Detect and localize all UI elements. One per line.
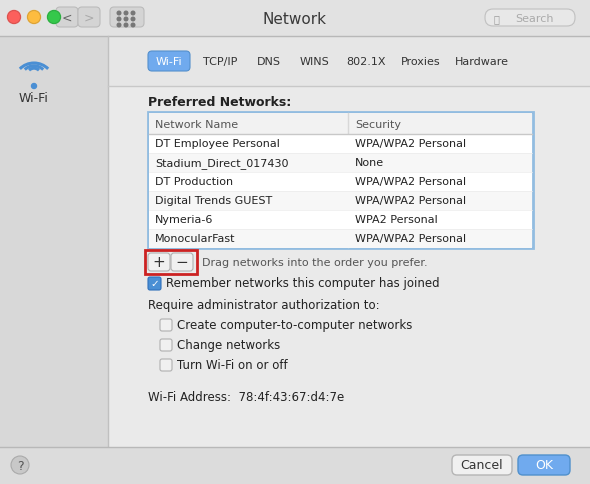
Text: TCP/IP: TCP/IP bbox=[203, 57, 237, 67]
Bar bbox=[0, 0, 590, 37]
FancyBboxPatch shape bbox=[518, 455, 570, 475]
Text: MonocularFast: MonocularFast bbox=[155, 234, 235, 244]
Circle shape bbox=[131, 12, 135, 16]
Text: 802.1X: 802.1X bbox=[346, 57, 386, 67]
Text: WPA/WPA2 Personal: WPA/WPA2 Personal bbox=[355, 196, 466, 206]
Text: Require administrator authorization to:: Require administrator authorization to: bbox=[148, 299, 379, 312]
Bar bbox=[0, 447, 590, 484]
Bar bbox=[108, 37, 590, 87]
Circle shape bbox=[11, 456, 29, 474]
Text: WPA/WPA2 Personal: WPA/WPA2 Personal bbox=[355, 234, 466, 244]
Bar bbox=[149, 229, 532, 248]
FancyBboxPatch shape bbox=[56, 8, 78, 28]
Text: Network Name: Network Name bbox=[155, 120, 238, 130]
Text: None: None bbox=[355, 158, 384, 168]
Text: 🔍: 🔍 bbox=[493, 14, 499, 24]
Text: Digital Trends GUEST: Digital Trends GUEST bbox=[155, 196, 272, 206]
Circle shape bbox=[117, 18, 121, 22]
Text: Remember networks this computer has joined: Remember networks this computer has join… bbox=[166, 277, 440, 290]
Text: Create computer-to-computer networks: Create computer-to-computer networks bbox=[177, 319, 412, 332]
Text: Proxies: Proxies bbox=[401, 57, 441, 67]
Text: Wi-Fi: Wi-Fi bbox=[19, 91, 49, 104]
Text: Cancel: Cancel bbox=[461, 458, 503, 471]
Circle shape bbox=[124, 24, 128, 28]
Bar bbox=[149, 173, 532, 192]
Circle shape bbox=[117, 12, 121, 16]
Text: WPA/WPA2 Personal: WPA/WPA2 Personal bbox=[355, 177, 466, 187]
Circle shape bbox=[48, 12, 61, 25]
FancyBboxPatch shape bbox=[485, 10, 575, 27]
Text: Drag networks into the order you prefer.: Drag networks into the order you prefer. bbox=[202, 257, 428, 268]
Text: −: − bbox=[176, 255, 188, 270]
Text: Hardware: Hardware bbox=[455, 57, 509, 67]
FancyBboxPatch shape bbox=[110, 8, 144, 28]
Text: Stadium_Direct_017430: Stadium_Direct_017430 bbox=[155, 158, 289, 168]
Bar bbox=[149, 211, 532, 229]
Circle shape bbox=[124, 18, 128, 22]
Text: <: < bbox=[62, 12, 72, 25]
Text: DT Employee Personal: DT Employee Personal bbox=[155, 139, 280, 149]
Bar bbox=[149, 192, 532, 211]
Circle shape bbox=[131, 24, 135, 28]
FancyBboxPatch shape bbox=[160, 359, 172, 371]
Text: OK: OK bbox=[535, 458, 553, 471]
Text: Security: Security bbox=[355, 120, 401, 130]
Circle shape bbox=[124, 12, 128, 16]
Text: Search: Search bbox=[514, 14, 553, 24]
Bar bbox=[149, 135, 532, 154]
FancyBboxPatch shape bbox=[148, 277, 161, 290]
FancyBboxPatch shape bbox=[148, 254, 170, 272]
Bar bbox=[0, 37, 108, 447]
Text: Turn Wi-Fi on or off: Turn Wi-Fi on or off bbox=[177, 359, 288, 372]
Text: Preferred Networks:: Preferred Networks: bbox=[148, 95, 291, 108]
Bar bbox=[148, 113, 533, 248]
Text: WPA2 Personal: WPA2 Personal bbox=[355, 215, 438, 225]
Circle shape bbox=[8, 12, 21, 25]
Text: Nymeria-6: Nymeria-6 bbox=[155, 215, 214, 225]
Text: Wi-Fi: Wi-Fi bbox=[156, 57, 182, 67]
Circle shape bbox=[131, 18, 135, 22]
FancyBboxPatch shape bbox=[78, 8, 100, 28]
FancyBboxPatch shape bbox=[160, 339, 172, 351]
FancyBboxPatch shape bbox=[171, 254, 193, 272]
Text: Wi-Fi Address:  78:4f:43:67:d4:7e: Wi-Fi Address: 78:4f:43:67:d4:7e bbox=[148, 391, 344, 404]
Circle shape bbox=[31, 84, 37, 90]
Circle shape bbox=[28, 12, 41, 25]
Circle shape bbox=[117, 24, 121, 28]
Bar bbox=[149, 154, 532, 173]
Text: DT Production: DT Production bbox=[155, 177, 233, 187]
FancyBboxPatch shape bbox=[160, 319, 172, 332]
Text: Change networks: Change networks bbox=[177, 339, 280, 352]
Text: WINS: WINS bbox=[300, 57, 329, 67]
Text: ✓: ✓ bbox=[150, 279, 159, 289]
Text: WPA/WPA2 Personal: WPA/WPA2 Personal bbox=[355, 139, 466, 149]
Text: >: > bbox=[84, 12, 94, 25]
FancyBboxPatch shape bbox=[148, 52, 190, 72]
Text: +: + bbox=[153, 255, 165, 270]
Bar bbox=[108, 37, 590, 447]
Bar bbox=[145, 251, 197, 274]
Text: ?: ? bbox=[17, 459, 24, 472]
Bar bbox=[149, 114, 532, 135]
Text: Network: Network bbox=[263, 12, 327, 27]
FancyBboxPatch shape bbox=[452, 455, 512, 475]
Text: DNS: DNS bbox=[257, 57, 281, 67]
